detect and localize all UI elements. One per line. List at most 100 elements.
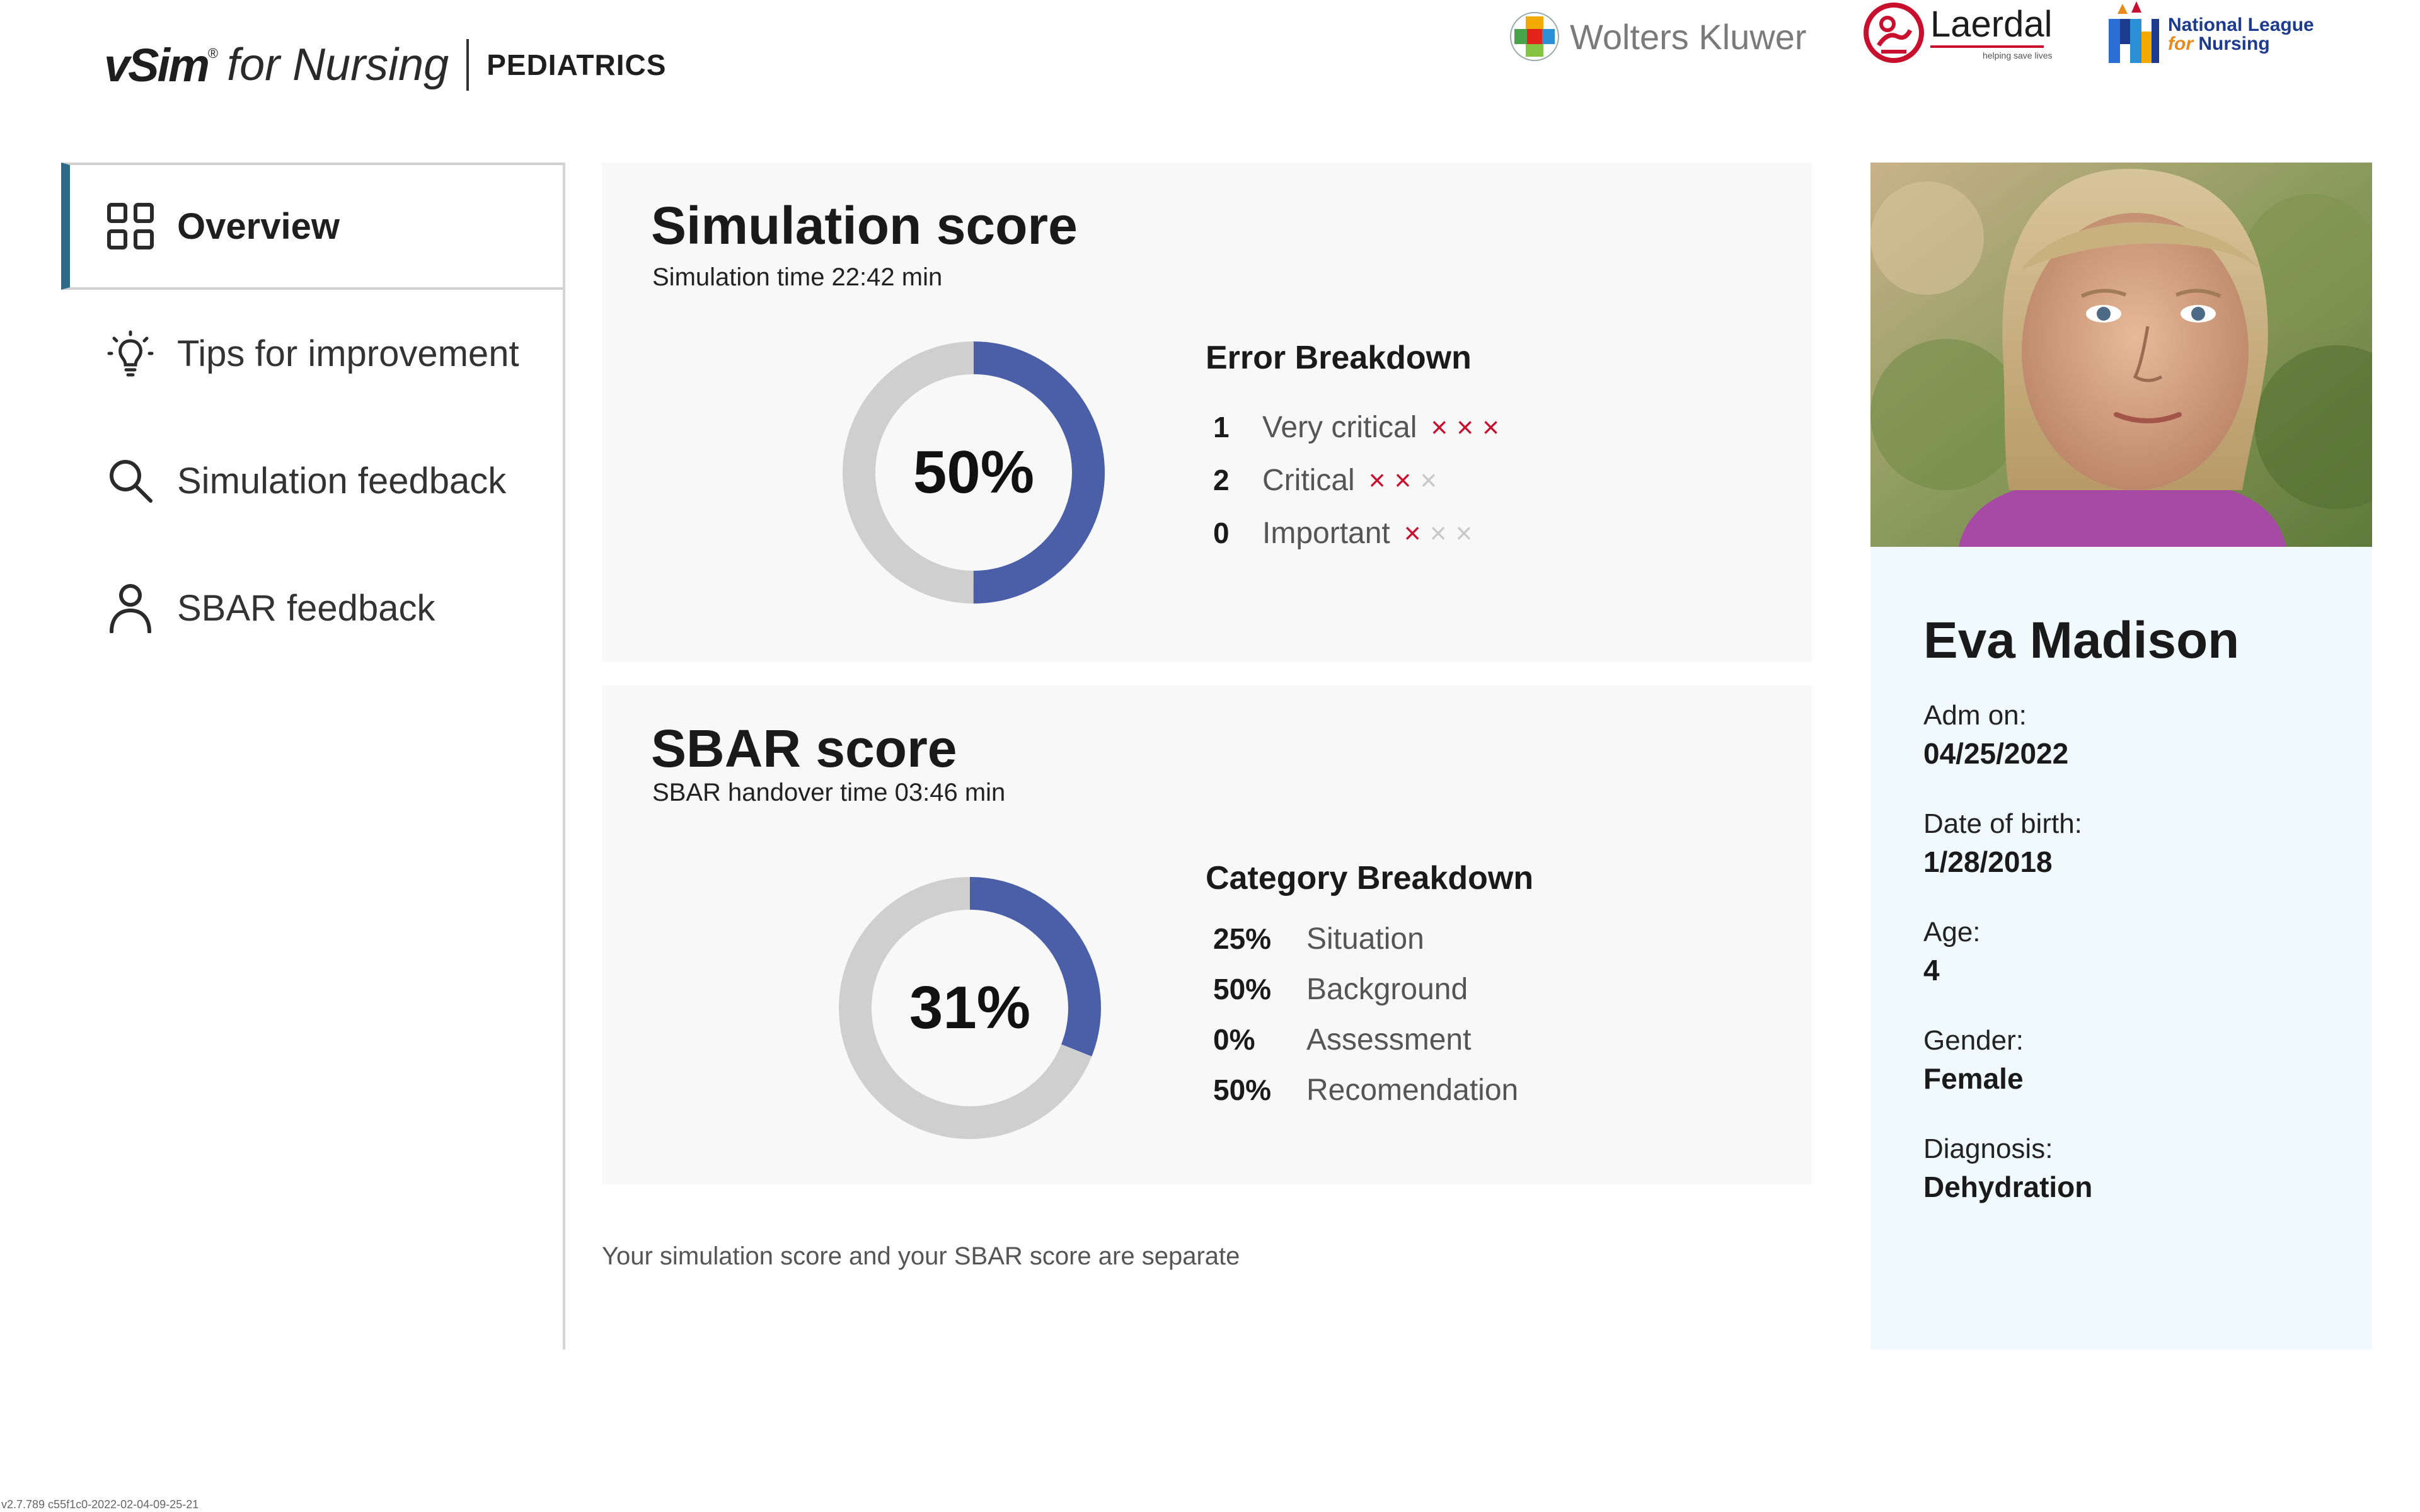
sidebar-item-label: Overview bbox=[177, 205, 340, 247]
field-value: 1/28/2018 bbox=[1923, 845, 2053, 878]
error-row-very-critical: 1 Very critical × × × bbox=[1206, 401, 1508, 454]
sidebar-item-simulation-feedback[interactable]: Simulation feedback bbox=[61, 417, 563, 544]
sidebar-item-sbar-feedback[interactable]: SBAR feedback bbox=[61, 544, 563, 672]
severity-x-inactive-icon: × bbox=[1455, 517, 1473, 549]
severity-x-active-icon: × bbox=[1403, 517, 1421, 549]
nln-logo: National League for Nursing bbox=[2105, 0, 2314, 69]
category-row-situation: 25% Situation bbox=[1206, 914, 1533, 964]
field-value: 4 bbox=[1923, 954, 1940, 987]
brand-edition: PEDIATRICS bbox=[487, 49, 667, 81]
laerdal-underline bbox=[1930, 45, 2044, 48]
brand-vsim: vSim bbox=[104, 38, 210, 91]
field-label: Adm on: bbox=[1923, 700, 2027, 731]
grid-icon bbox=[105, 201, 156, 251]
sidebar-item-label: Simulation feedback bbox=[177, 460, 507, 501]
error-label: Important bbox=[1262, 516, 1390, 550]
simulation-score-value: 50% bbox=[913, 438, 1035, 506]
patient-age: Age: 4 bbox=[1923, 914, 1981, 989]
nln-for: for bbox=[2168, 33, 2193, 54]
simulation-score-title: Simulation score bbox=[651, 196, 1078, 255]
severity-marks: × × × bbox=[1404, 516, 1482, 550]
sbar-score-card: SBAR score SBAR handover time 03:46 min … bbox=[602, 685, 1812, 1184]
category-percent: 50% bbox=[1213, 1074, 1272, 1106]
category-percent: 25% bbox=[1213, 922, 1272, 955]
category-percent: 0% bbox=[1213, 1023, 1255, 1056]
error-label: Critical bbox=[1262, 463, 1355, 497]
brand-for-nursing: for Nursing bbox=[227, 40, 449, 90]
field-label: Date of birth: bbox=[1923, 808, 2082, 839]
wolters-kluwer-logo: Wolters Kluwer bbox=[1509, 11, 1807, 62]
error-row-critical: 2 Critical × × × bbox=[1206, 454, 1508, 507]
app-brand: vSim ® for Nursing PEDIATRICS bbox=[104, 37, 666, 93]
laerdal-tagline: helping save lives bbox=[1982, 50, 2053, 60]
patient-admission-date: Adm on: 04/25/2022 bbox=[1923, 697, 2068, 772]
laerdal-mark-icon bbox=[1864, 3, 1924, 63]
laerdal-logo: Laerdal helping save lives bbox=[1862, 1, 2052, 64]
build-version: v2.7.789 c55f1c0-2022-02-04-09-25-21 bbox=[1, 1498, 199, 1511]
nln-mark-icon bbox=[2109, 1, 2159, 63]
sidebar-item-label: Tips for improvement bbox=[177, 333, 519, 374]
lightbulb-icon bbox=[105, 328, 156, 379]
wolters-kluwer-text: Wolters Kluwer bbox=[1570, 16, 1807, 57]
patient-diagnosis: Diagnosis: Dehydration bbox=[1923, 1130, 2092, 1206]
category-label: Recomendation bbox=[1306, 1073, 1519, 1107]
error-count: 0 bbox=[1213, 517, 1230, 549]
donut-fill-arc bbox=[839, 877, 1101, 1139]
score-separation-note: Your simulation score and your SBAR scor… bbox=[602, 1242, 1240, 1270]
severity-x-active-icon: × bbox=[1431, 411, 1448, 444]
patient-gender: Gender: Female bbox=[1923, 1022, 2024, 1097]
error-label: Very critical bbox=[1262, 410, 1417, 444]
severity-x-active-icon: × bbox=[1394, 464, 1412, 496]
severity-x-inactive-icon: × bbox=[1429, 517, 1447, 549]
category-row-recommendation: 50% Recomendation bbox=[1206, 1065, 1533, 1115]
field-label: Age: bbox=[1923, 917, 1981, 948]
category-breakdown-title: Category Breakdown bbox=[1206, 860, 1534, 896]
category-label: Assessment bbox=[1306, 1022, 1472, 1057]
error-breakdown-title: Error Breakdown bbox=[1206, 340, 1472, 376]
error-breakdown: Error Breakdown 1 Very critical × × × 2 Cr… bbox=[1206, 339, 1508, 559]
nln-text-line2: for Nursing bbox=[2168, 35, 2314, 54]
severity-marks: × × × bbox=[1369, 463, 1446, 497]
category-row-background: 50% Background bbox=[1206, 964, 1533, 1014]
sbar-score-donut: 31% bbox=[838, 876, 1102, 1140]
nln-text-line1: National League bbox=[2168, 14, 2314, 35]
severity-x-active-icon: × bbox=[1456, 411, 1474, 444]
donut-fill-arc bbox=[843, 341, 1105, 604]
person-icon bbox=[105, 583, 156, 633]
sidebar-item-tips[interactable]: Tips for improvement bbox=[61, 290, 563, 417]
patient-avatar bbox=[1870, 163, 2372, 547]
severity-x-active-icon: × bbox=[1482, 411, 1500, 444]
severity-x-inactive-icon: × bbox=[1420, 464, 1438, 496]
severity-x-active-icon: × bbox=[1368, 464, 1386, 496]
severity-marks: × × × bbox=[1431, 410, 1508, 444]
field-value: Dehydration bbox=[1923, 1171, 2093, 1203]
category-percent: 50% bbox=[1213, 973, 1272, 1005]
sidebar-item-label: SBAR feedback bbox=[177, 587, 435, 629]
simulation-time: Simulation time 22:42 min bbox=[652, 263, 943, 291]
sbar-score-value: 31% bbox=[909, 974, 1031, 1041]
nln-nursing: Nursing bbox=[2193, 33, 2270, 54]
patient-name: Eva Madison bbox=[1923, 612, 2240, 669]
field-label: Gender: bbox=[1923, 1025, 2024, 1056]
field-value: 04/25/2022 bbox=[1923, 737, 2069, 770]
field-value: Female bbox=[1923, 1062, 2024, 1095]
category-row-assessment: 0% Assessment bbox=[1206, 1014, 1533, 1065]
simulation-score-card: Simulation score Simulation time 22:42 m… bbox=[602, 163, 1812, 662]
category-label: Background bbox=[1306, 972, 1468, 1006]
sbar-handover-time: SBAR handover time 03:46 min bbox=[652, 779, 1006, 806]
brand-divider bbox=[466, 39, 470, 91]
category-breakdown: Category Breakdown 25% Situation 50% Bac… bbox=[1206, 859, 1533, 1115]
laerdal-text: Laerdal bbox=[1930, 4, 2053, 45]
sbar-score-title: SBAR score bbox=[651, 719, 957, 778]
search-icon bbox=[105, 455, 156, 506]
error-count: 1 bbox=[1213, 411, 1230, 444]
sidebar-item-overview[interactable]: Overview bbox=[61, 163, 563, 290]
wolters-kluwer-mark-icon bbox=[1510, 12, 1559, 61]
error-count: 2 bbox=[1213, 464, 1230, 496]
category-label: Situation bbox=[1306, 922, 1424, 956]
patient-panel: Eva Madison Adm on: 04/25/2022 Date of b… bbox=[1870, 163, 2372, 1349]
error-row-important: 0 Important × × × bbox=[1206, 507, 1508, 559]
brand-registered-mark: ® bbox=[207, 45, 219, 61]
field-label: Diagnosis: bbox=[1923, 1133, 2053, 1164]
patient-date-of-birth: Date of birth: 1/28/2018 bbox=[1923, 805, 2082, 881]
